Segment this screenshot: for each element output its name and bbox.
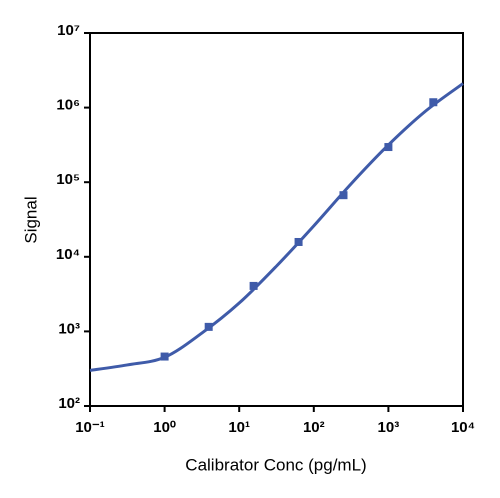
data-point xyxy=(429,98,438,107)
data-point xyxy=(339,191,348,200)
plot-frame xyxy=(89,32,464,407)
x-tick-label: 10³ xyxy=(378,419,400,436)
x-tick-label: 10¹ xyxy=(228,419,250,436)
y-tick-label: 10⁷ xyxy=(57,22,80,39)
y-tick-label: 10² xyxy=(58,395,80,412)
x-tick-label: 10⁻¹ xyxy=(75,419,105,436)
fit-curve xyxy=(89,82,464,372)
y-axis-label: Signal xyxy=(21,196,40,243)
data-point xyxy=(249,281,258,290)
x-tick-label: 10⁰ xyxy=(153,419,176,436)
data-point xyxy=(384,143,393,152)
y-tick-label: 10⁶ xyxy=(56,97,80,114)
x-tick-label: 10² xyxy=(303,419,325,436)
y-tick-label: 10³ xyxy=(58,320,80,337)
x-tick-label: 10⁴ xyxy=(451,419,475,436)
y-tick-label: 10⁵ xyxy=(56,171,80,188)
y-tick-label: 10⁴ xyxy=(56,246,80,263)
x-axis-label: Calibrator Conc (pg/mL) xyxy=(185,455,366,474)
